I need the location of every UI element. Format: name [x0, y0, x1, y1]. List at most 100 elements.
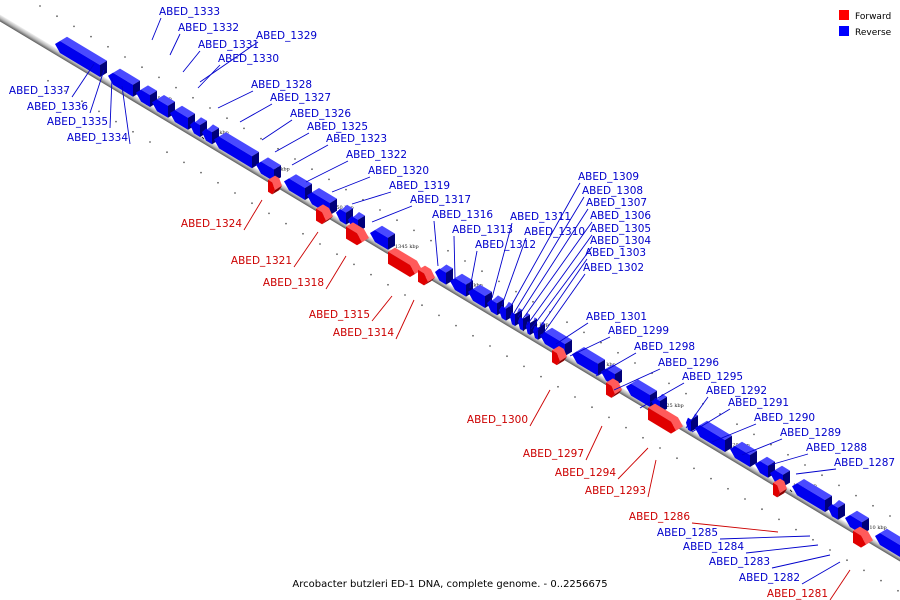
- reverse-gene-leader: [595, 352, 637, 377]
- gene-top-face: [284, 174, 312, 188]
- reverse-gene-leader: [555, 322, 589, 345]
- gene-front-face: [518, 317, 523, 331]
- gene-front-face: [792, 483, 825, 512]
- forward-gene-label: ABED_1318: [263, 277, 324, 289]
- gene-front-face: [487, 299, 497, 316]
- gene-front-face: [370, 230, 388, 250]
- reverse-gene-label: ABED_1282: [739, 572, 800, 584]
- tick-dot: [625, 426, 627, 429]
- tick-dot: [744, 498, 746, 500]
- reverse-gene-leader: [305, 160, 349, 183]
- tick-dot: [107, 45, 109, 48]
- forward-gene-arrow: [648, 403, 683, 434]
- tick-dot: [141, 66, 143, 69]
- scale-tick-label: 1350 kbp: [330, 205, 354, 211]
- forward-gene-leader: [325, 255, 347, 290]
- reverse-gene-arrow: [202, 124, 219, 145]
- tick-dot: [379, 209, 381, 211]
- gene-top-face: [388, 247, 422, 274]
- reverse-gene-leader: [521, 221, 593, 321]
- gene-side-face: [272, 185, 282, 195]
- reverse-gene-label: ABED_1308: [582, 185, 643, 197]
- gene-top-face: [792, 479, 832, 500]
- legend-forward-swatch: [839, 10, 849, 20]
- tick-dot: [846, 559, 848, 562]
- reverse-gene-label: ABED_1287: [834, 457, 895, 469]
- gene-front-face: [755, 461, 768, 478]
- reverse-gene-leader: [530, 246, 593, 330]
- tick-dot: [761, 508, 763, 511]
- reverse-gene-label: ABED_1291: [728, 397, 789, 409]
- reverse-gene-label: ABED_1290: [754, 412, 815, 424]
- reverse-gene-leader: [121, 85, 131, 145]
- reverse-gene-arrow: [214, 132, 259, 169]
- gene-top-face: [606, 378, 622, 394]
- gene-side-face: [750, 450, 757, 467]
- gene-front-face: [730, 446, 750, 467]
- tick-dot: [464, 260, 466, 262]
- tick-dot: [124, 56, 126, 58]
- gene-side-face: [410, 269, 422, 277]
- tick-dot: [642, 436, 644, 439]
- gene-front-face: [316, 208, 326, 225]
- gene-top-face: [214, 132, 259, 157]
- forward-gene-label: ABED_1293: [585, 485, 646, 497]
- reverse-gene-label: ABED_1335: [47, 116, 108, 128]
- tick-dot: [200, 171, 202, 174]
- reverse-gene-label: ABED_1328: [251, 79, 312, 91]
- tick-dot: [693, 467, 695, 470]
- tick-dot: [396, 219, 398, 222]
- gene-front-face: [202, 128, 212, 145]
- tick-dot: [430, 239, 432, 242]
- tick-dot: [778, 518, 780, 521]
- forward-gene-leader: [395, 299, 415, 340]
- tick-dot: [574, 396, 576, 398]
- reverse-gene-leader: [197, 64, 221, 89]
- tick-dot: [183, 161, 185, 164]
- forward-gene-leader: [617, 447, 649, 480]
- gene-top-face: [601, 364, 622, 374]
- reverse-gene-leader: [613, 368, 661, 391]
- gene-top-face: [468, 284, 492, 296]
- tick-dot: [863, 569, 865, 572]
- reverse-gene-arrow: [284, 174, 312, 200]
- reverse-gene-label: ABED_1298: [634, 341, 695, 353]
- reverse-gene-arrow: [875, 528, 900, 557]
- tick-dot: [353, 263, 355, 266]
- reverse-gene-leader: [691, 408, 731, 433]
- forward-gene-leader: [293, 231, 319, 268]
- reverse-gene-label: ABED_1317: [410, 194, 471, 206]
- gene-top-face: [540, 327, 572, 344]
- reverse-gene-leader: [331, 176, 371, 193]
- tick-dot: [370, 273, 372, 276]
- forward-gene-label: ABED_1281: [767, 588, 828, 600]
- reverse-gene-label: ABED_1319: [389, 180, 450, 192]
- gene-front-face: [388, 251, 415, 277]
- tick-dot: [302, 232, 304, 235]
- tick-dot: [345, 188, 347, 191]
- forward-gene-label: ABED_1315: [309, 309, 370, 321]
- reverse-gene-leader: [509, 182, 581, 309]
- gene-front-face: [190, 121, 200, 137]
- forward-gene-leader: [829, 569, 851, 600]
- gene-front-face: [695, 425, 725, 452]
- gene-top-face: [552, 346, 567, 361]
- tick-dot: [158, 76, 160, 79]
- tick-dot: [829, 549, 831, 551]
- gene-front-face: [450, 278, 466, 297]
- forward-gene-arrow: [773, 478, 787, 498]
- tick-dot: [81, 100, 83, 103]
- gene-front-face: [284, 178, 305, 200]
- tick-dot: [583, 331, 585, 334]
- forward-gene-leader: [585, 425, 603, 461]
- gene-front-face: [552, 350, 560, 366]
- reverse-gene-label: ABED_1313: [452, 224, 513, 236]
- reverse-gene-leader: [771, 554, 831, 569]
- tick-dot: [804, 464, 806, 466]
- reverse-gene-label: ABED_1303: [585, 247, 646, 259]
- forward-gene-arrow: [418, 265, 435, 286]
- tick-dot: [421, 304, 423, 307]
- gene-front-face: [346, 226, 362, 246]
- reverse-gene-label: ABED_1312: [475, 239, 536, 251]
